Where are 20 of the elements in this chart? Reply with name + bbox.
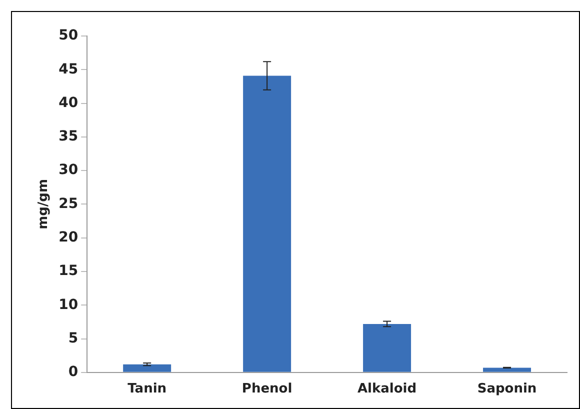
y-tick-label: 40: [58, 94, 78, 111]
y-tick-label: 30: [58, 162, 78, 178]
bar: [243, 76, 292, 372]
x-tick-label: Saponin: [477, 382, 537, 397]
y-tick-label: 25: [58, 196, 78, 212]
y-tick-label: 15: [58, 263, 78, 280]
x-tick-label: Phenol: [242, 382, 292, 397]
y-tick-label: 10: [58, 296, 78, 313]
y-tick-label: 0: [68, 364, 78, 380]
y-tick-label: 20: [58, 229, 78, 246]
y-axis-title: mg/gm: [36, 178, 52, 230]
y-tick-label: 5: [68, 330, 78, 346]
y-tick-label: 50: [58, 28, 78, 44]
x-tick-label: Tanin: [128, 382, 167, 397]
x-tick-label: Alkaloid: [357, 382, 417, 397]
bar: [483, 368, 532, 372]
bar: [123, 364, 172, 372]
y-tick-label: 45: [58, 61, 78, 78]
y-tick-label: 35: [58, 128, 78, 145]
bar: [363, 324, 412, 372]
